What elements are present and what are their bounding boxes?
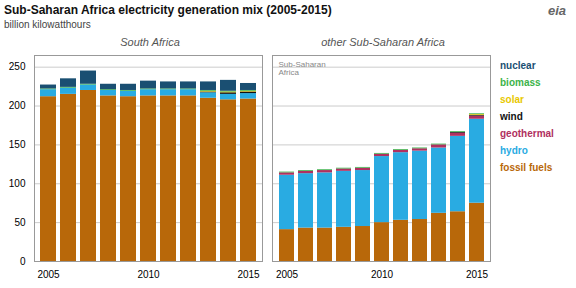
svg-text:0: 0 bbox=[20, 256, 26, 267]
svg-text:2015: 2015 bbox=[466, 269, 489, 280]
html-text:billion kilowatthours: billion kilowatthours bbox=[4, 19, 91, 30]
svg-text:2005: 2005 bbox=[276, 269, 299, 280]
html-text:fossil fuels: fossil fuels bbox=[500, 162, 553, 173]
svg-text:150: 150 bbox=[9, 139, 26, 150]
svg-text:250: 250 bbox=[9, 61, 26, 72]
html-text:Sub-Saharan Africa electricity: Sub-Saharan Africa electricity generatio… bbox=[4, 3, 332, 17]
svg-text:2005: 2005 bbox=[37, 269, 60, 280]
html-text:eia: eia bbox=[547, 3, 566, 18]
svg-text:50: 50 bbox=[14, 217, 26, 228]
html-text:solar: solar bbox=[500, 94, 524, 105]
svg-text:100: 100 bbox=[9, 178, 26, 189]
svg-text:2015: 2015 bbox=[237, 269, 260, 280]
html-text:hydro: hydro bbox=[500, 145, 528, 156]
html-text:geothermal: geothermal bbox=[500, 128, 554, 139]
html-text:wind: wind bbox=[500, 111, 523, 122]
svg-text:200: 200 bbox=[9, 100, 26, 111]
svg-text:2010: 2010 bbox=[137, 269, 160, 280]
html-text:South Africa: South Africa bbox=[120, 36, 180, 48]
html-text:other Sub-Saharan Africa: other Sub-Saharan Africa bbox=[321, 36, 445, 48]
svg-text:Sub-SaharanAfrica: Sub-SaharanAfrica bbox=[279, 60, 326, 77]
html-text:biomass: biomass bbox=[500, 77, 541, 88]
svg-text:2010: 2010 bbox=[371, 269, 394, 280]
html-text:nuclear: nuclear bbox=[500, 60, 536, 71]
